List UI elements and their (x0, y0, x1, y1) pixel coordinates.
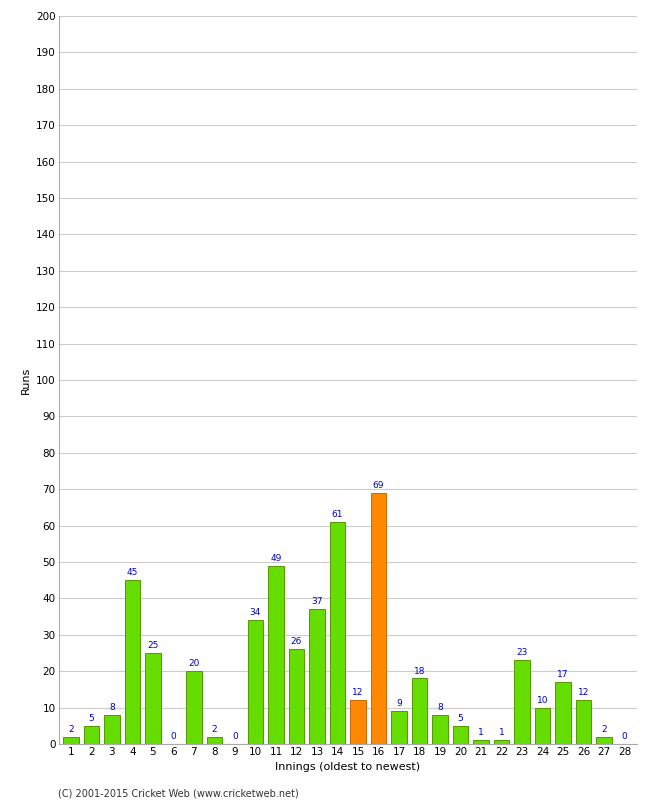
Text: 18: 18 (414, 666, 425, 675)
Text: 2: 2 (601, 725, 607, 734)
Text: 5: 5 (458, 714, 463, 723)
Bar (453, 726, 468, 744)
Text: 49: 49 (270, 554, 281, 562)
Text: 26: 26 (291, 638, 302, 646)
Text: 0: 0 (232, 732, 238, 741)
Bar (84, 726, 99, 744)
Bar (104, 715, 120, 744)
Bar (125, 580, 140, 744)
Bar (330, 522, 345, 744)
Bar (576, 700, 592, 744)
Bar (145, 653, 161, 744)
Bar (350, 700, 366, 744)
Bar (391, 711, 407, 744)
Text: 1: 1 (499, 729, 504, 738)
Text: 69: 69 (372, 481, 384, 490)
X-axis label: Innings (oldest to newest): Innings (oldest to newest) (275, 762, 421, 772)
Text: 23: 23 (517, 648, 528, 658)
Bar (186, 671, 202, 744)
Text: 9: 9 (396, 699, 402, 708)
Bar (473, 740, 489, 744)
Text: 2: 2 (68, 725, 73, 734)
Text: 8: 8 (437, 703, 443, 712)
Bar (535, 707, 551, 744)
Text: 17: 17 (558, 670, 569, 679)
Text: 0: 0 (170, 732, 176, 741)
Bar (514, 660, 530, 744)
Bar (207, 737, 222, 744)
Text: 45: 45 (127, 568, 138, 578)
Text: 10: 10 (537, 696, 549, 705)
Bar (63, 737, 79, 744)
Text: 0: 0 (622, 732, 627, 741)
Text: 20: 20 (188, 659, 200, 668)
Text: 8: 8 (109, 703, 114, 712)
Text: 1: 1 (478, 729, 484, 738)
Text: 5: 5 (88, 714, 94, 723)
Text: 2: 2 (212, 725, 217, 734)
Text: 25: 25 (147, 641, 159, 650)
Text: 12: 12 (578, 689, 590, 698)
Bar (556, 682, 571, 744)
Bar (494, 740, 510, 744)
Bar (412, 678, 427, 744)
Bar (268, 566, 283, 744)
Text: 37: 37 (311, 598, 323, 606)
Bar (371, 493, 386, 744)
Bar (597, 737, 612, 744)
Y-axis label: Runs: Runs (20, 366, 31, 394)
Bar (248, 620, 263, 744)
Text: 34: 34 (250, 608, 261, 618)
Bar (289, 650, 304, 744)
Text: 12: 12 (352, 689, 364, 698)
Bar (432, 715, 448, 744)
Text: 61: 61 (332, 510, 343, 519)
Text: (C) 2001-2015 Cricket Web (www.cricketweb.net): (C) 2001-2015 Cricket Web (www.cricketwe… (58, 788, 299, 798)
Bar (309, 610, 324, 744)
